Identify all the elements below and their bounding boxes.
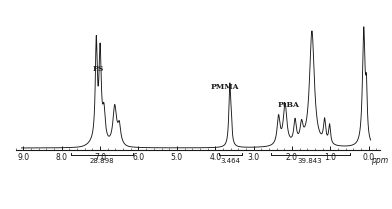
Text: PtBA: PtBA	[277, 101, 299, 109]
Text: 28.898: 28.898	[90, 158, 114, 164]
Text: 39.843: 39.843	[298, 158, 323, 164]
Text: PMMA: PMMA	[211, 83, 239, 91]
Text: 3.464: 3.464	[221, 158, 241, 164]
Text: PS: PS	[93, 65, 104, 73]
Text: ppm: ppm	[371, 156, 388, 165]
